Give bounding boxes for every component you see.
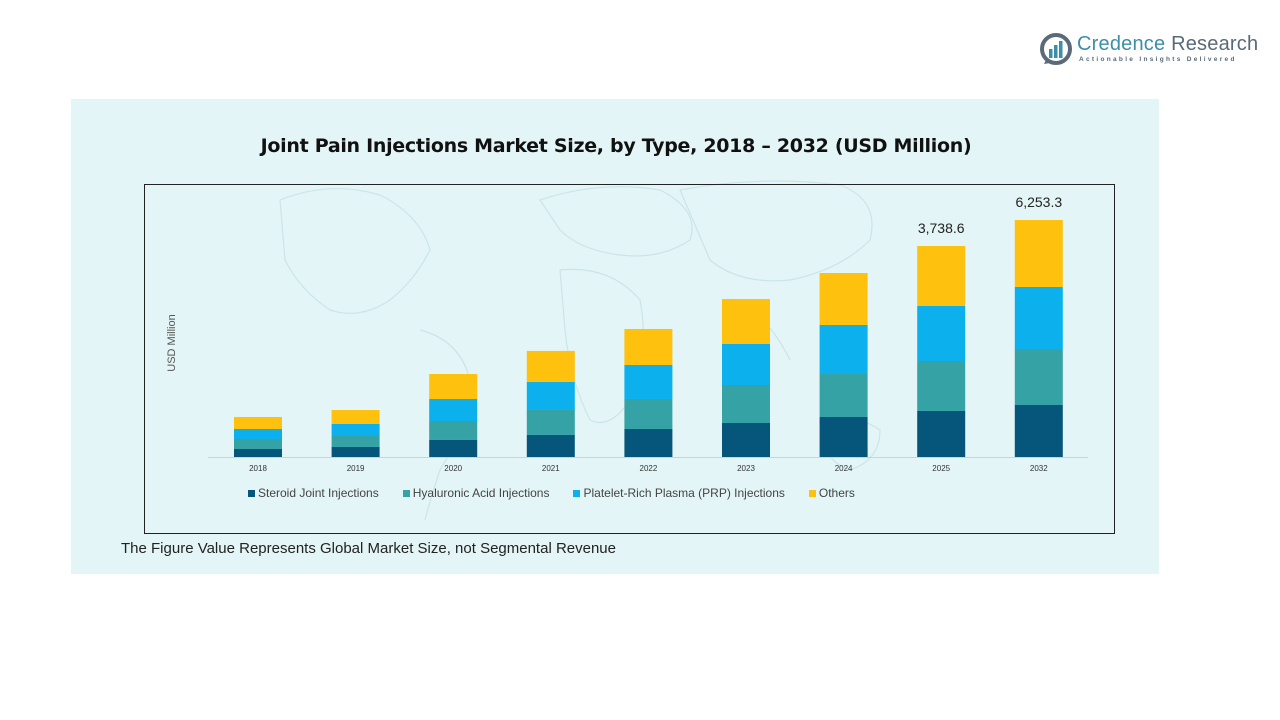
bar-segment-2019-platelet-rich-plasma-prp-injections bbox=[331, 423, 380, 437]
bar-segment-2020-hyaluronic-acid-injections bbox=[429, 420, 478, 440]
bar-segment-2022-others bbox=[624, 328, 673, 365]
legend-label-steroid-joint-injections: Steroid Joint Injections bbox=[258, 486, 379, 500]
bar-segment-2020-others bbox=[429, 373, 478, 400]
bar-segment-2018-platelet-rich-plasma-prp-injections bbox=[234, 428, 282, 439]
bar-segment-2021-others bbox=[526, 350, 575, 382]
bar-segment-2019-others bbox=[331, 410, 380, 424]
chart-title: Joint Pain Injections Market Size, by Ty… bbox=[260, 135, 972, 157]
legend-label-platelet-rich-plasma-prp-injections: Platelet-Rich Plasma (PRP) Injections bbox=[583, 486, 785, 500]
brand-logo: Credence Research Actionable Insights De… bbox=[1040, 32, 1258, 68]
bar-segment-2024-platelet-rich-plasma-prp-injections bbox=[819, 324, 868, 374]
bar-segment-2024-steroid-joint-injections bbox=[819, 417, 868, 457]
legend-swatch-platelet-rich-plasma-prp-injections bbox=[573, 489, 581, 497]
legend-item-platelet-rich-plasma-prp-injections: Platelet-Rich Plasma (PRP) Injections bbox=[573, 486, 785, 500]
bar-segment-2020-platelet-rich-plasma-prp-injections bbox=[429, 399, 478, 421]
x-tick-label-2032: 2032 bbox=[1030, 464, 1048, 473]
total-label-2032: 6,253.3 bbox=[1015, 194, 1062, 210]
bar-segment-2019-steroid-joint-injections bbox=[331, 446, 380, 457]
bar-segment-2025-steroid-joint-injections bbox=[917, 410, 966, 457]
x-tick-label-2023: 2023 bbox=[737, 464, 755, 473]
bar-segment-2032-steroid-joint-injections bbox=[1014, 405, 1063, 457]
legend-item-hyaluronic-acid-injections: Hyaluronic Acid Injections bbox=[402, 486, 550, 500]
legend-label-hyaluronic-acid-injections: Hyaluronic Acid Injections bbox=[412, 486, 550, 500]
bar-segment-2019-hyaluronic-acid-injections bbox=[331, 436, 380, 447]
x-tick-label-2022: 2022 bbox=[640, 464, 658, 473]
brand-name: Credence Research bbox=[1077, 33, 1258, 56]
brand-name-part2: Research bbox=[1165, 33, 1259, 55]
legend-swatch-steroid-joint-injections bbox=[248, 489, 255, 497]
x-tick-label-2020: 2020 bbox=[444, 464, 462, 473]
bar-segment-2022-hyaluronic-acid-injections bbox=[624, 398, 673, 429]
x-tick-label-2024: 2024 bbox=[835, 464, 853, 473]
bar-segment-2025-others bbox=[917, 245, 966, 307]
bar-segment-2025-platelet-rich-plasma-prp-injections bbox=[917, 306, 966, 361]
brand-tagline: Actionable Insights Delivered bbox=[1079, 56, 1237, 63]
bar-segment-2024-hyaluronic-acid-injections bbox=[819, 373, 868, 418]
bar-segment-2018-others bbox=[234, 416, 282, 429]
bar-segment-2022-platelet-rich-plasma-prp-injections bbox=[624, 364, 673, 399]
bar-segment-2021-steroid-joint-injections bbox=[526, 434, 575, 457]
bar-segment-2023-others bbox=[722, 298, 770, 344]
chart-legend: Steroid Joint Injections Hyaluronic Acid … bbox=[248, 486, 855, 500]
bar-segment-2032-platelet-rich-plasma-prp-injections bbox=[1014, 286, 1063, 349]
total-label-2025: 3,738.6 bbox=[918, 220, 965, 236]
bar-segment-2023-platelet-rich-plasma-prp-injections bbox=[722, 343, 770, 385]
x-tick-label-2019: 2019 bbox=[347, 464, 365, 473]
bar-segment-2024-others bbox=[819, 272, 868, 325]
logo-chart-icon bbox=[1040, 33, 1072, 65]
brand-name-part1: Credence bbox=[1077, 33, 1166, 55]
x-tick-label-2025: 2025 bbox=[932, 464, 950, 473]
bar-segment-2023-hyaluronic-acid-injections bbox=[722, 384, 770, 424]
footnote: The Figure Value Represents Global Marke… bbox=[121, 540, 616, 557]
bar-segment-2018-steroid-joint-injections bbox=[234, 449, 282, 457]
bar-segment-2032-hyaluronic-acid-injections bbox=[1014, 348, 1063, 406]
x-tick-label-2021: 2021 bbox=[542, 464, 560, 473]
bar-segment-2021-platelet-rich-plasma-prp-injections bbox=[526, 381, 575, 410]
bar-segment-2020-steroid-joint-injections bbox=[429, 439, 478, 457]
bar-segment-2022-steroid-joint-injections bbox=[624, 428, 673, 457]
bar-segment-2023-steroid-joint-injections bbox=[722, 423, 770, 457]
legend-label-others: Others bbox=[818, 486, 855, 500]
legend-item-steroid-joint-injections: Steroid Joint Injections bbox=[248, 486, 379, 500]
x-tick-label-2018: 2018 bbox=[249, 464, 267, 473]
bar-segment-2025-hyaluronic-acid-injections bbox=[917, 360, 966, 411]
legend-item-others: Others bbox=[808, 486, 855, 500]
legend-swatch-others bbox=[808, 489, 816, 497]
bar-segment-2021-hyaluronic-acid-injections bbox=[526, 409, 575, 435]
legend-swatch-hyaluronic-acid-injections bbox=[402, 489, 410, 497]
bar-segment-2018-hyaluronic-acid-injections bbox=[234, 438, 282, 450]
bar-segment-2032-others bbox=[1014, 220, 1063, 287]
plot-area-border bbox=[144, 184, 1115, 534]
